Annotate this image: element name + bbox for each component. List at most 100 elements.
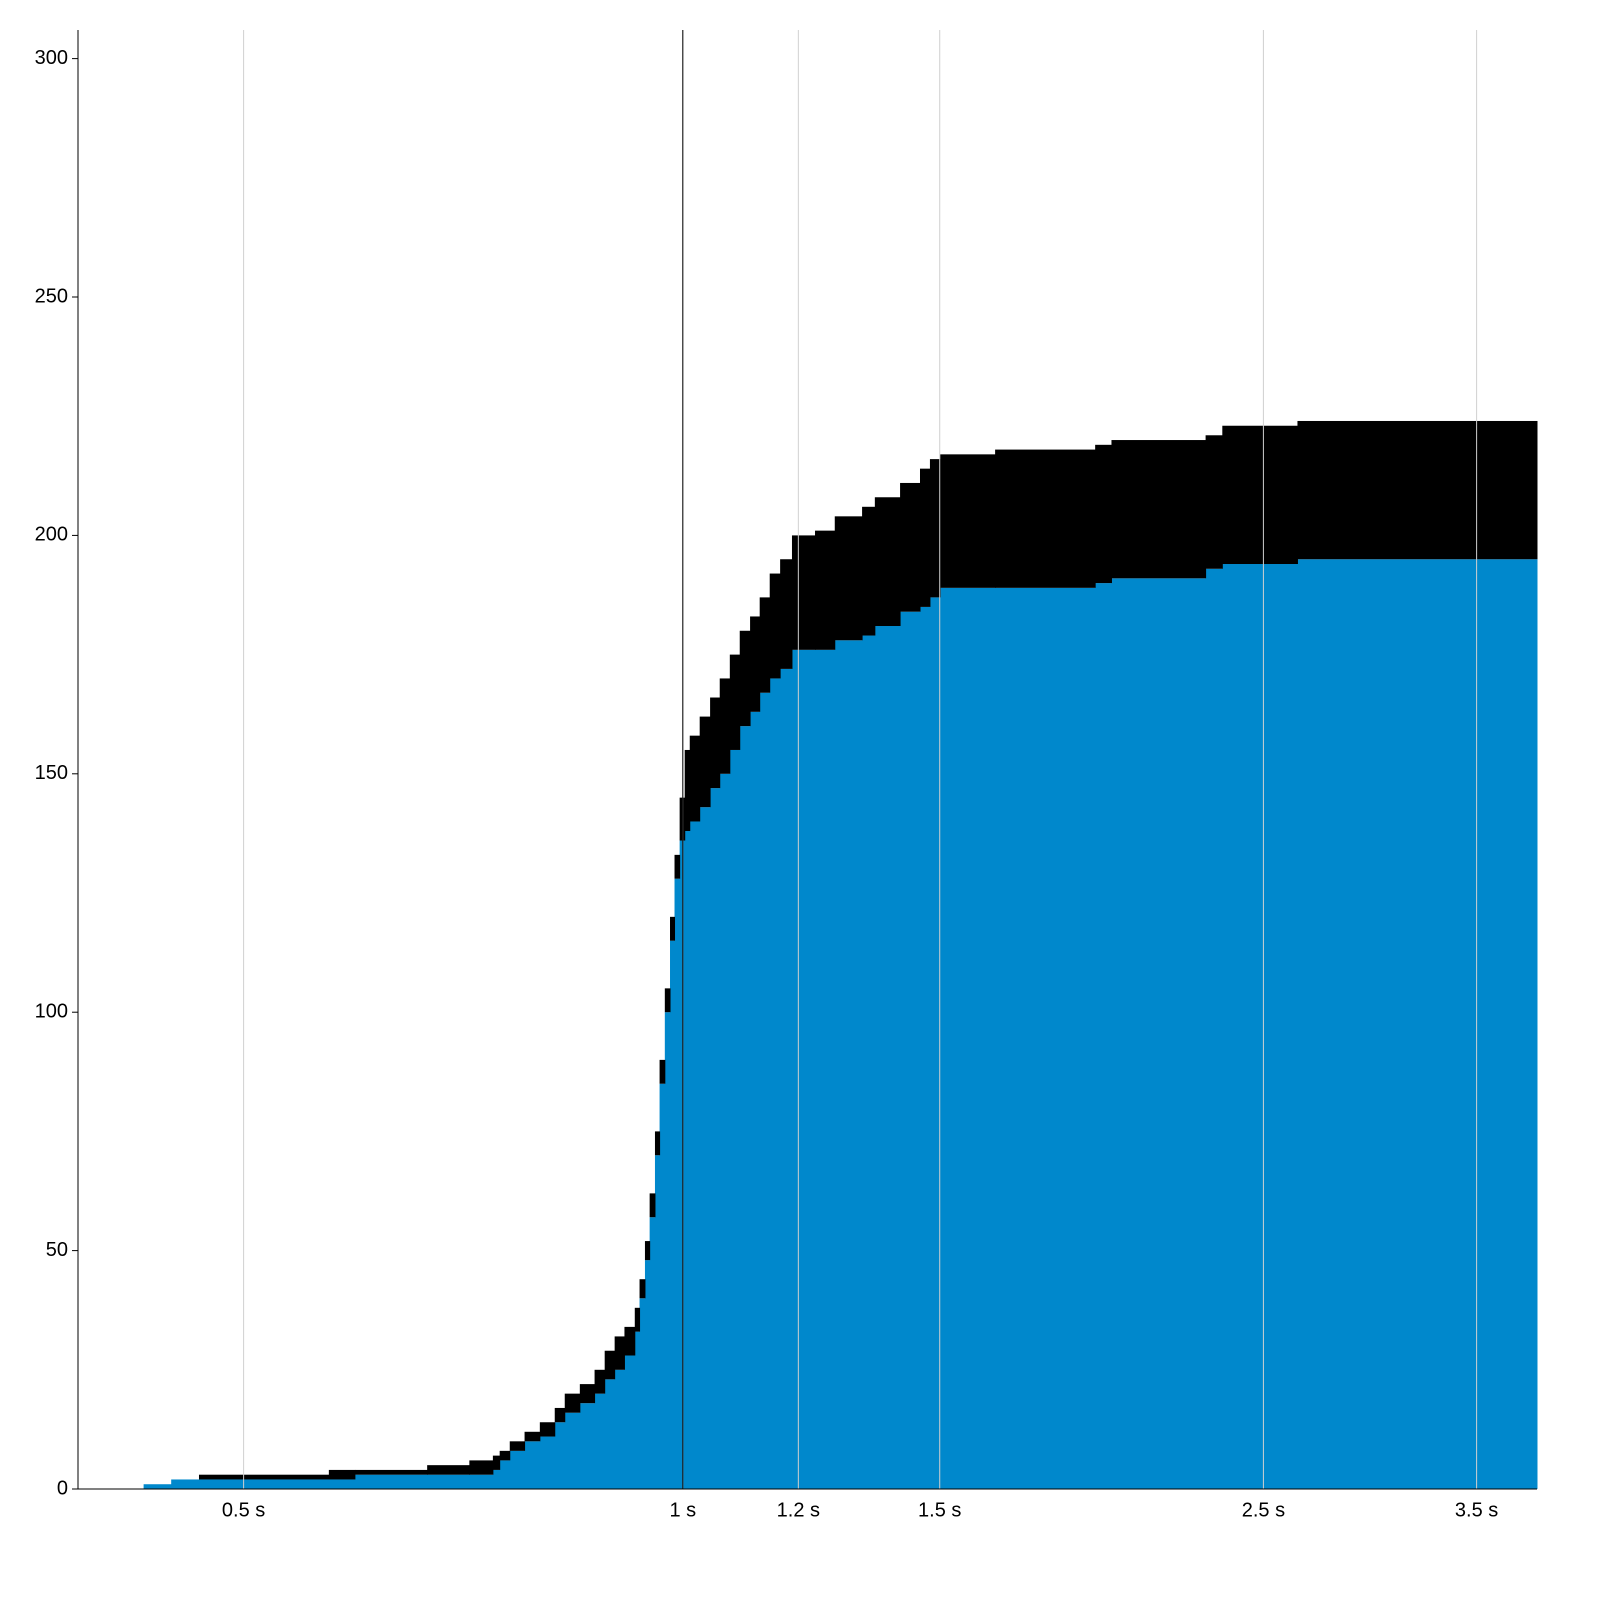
step-segment bbox=[834, 640, 863, 1489]
step-segment bbox=[564, 1393, 581, 1413]
step-segment bbox=[198, 1479, 330, 1489]
step-segment bbox=[929, 459, 941, 598]
y-tick-label: 0 bbox=[57, 1477, 68, 1499]
step-segment bbox=[791, 535, 816, 650]
step-segment bbox=[554, 1422, 566, 1489]
step-segment bbox=[719, 678, 731, 774]
step-segment bbox=[654, 1131, 661, 1156]
step-segment bbox=[674, 878, 681, 1489]
y-tick-label: 300 bbox=[35, 47, 68, 69]
step-segment bbox=[427, 1465, 470, 1475]
step-segment bbox=[710, 697, 721, 789]
step-segment bbox=[624, 1355, 636, 1489]
y-tick-label: 100 bbox=[35, 1000, 68, 1022]
step-segment bbox=[699, 807, 711, 1489]
step-segment bbox=[750, 711, 761, 1489]
step-segment bbox=[659, 1083, 666, 1489]
step-segment bbox=[750, 616, 761, 712]
step-segment bbox=[1297, 420, 1538, 560]
step-segment bbox=[739, 630, 751, 727]
step-segment bbox=[328, 1479, 356, 1489]
step-segment bbox=[634, 1331, 641, 1489]
step-segment bbox=[654, 1155, 661, 1489]
step-segment bbox=[699, 716, 711, 808]
step-segment bbox=[919, 606, 931, 1489]
step-segment bbox=[729, 749, 741, 1489]
step-segment bbox=[670, 940, 676, 1489]
step-segment bbox=[634, 1307, 641, 1332]
step-segment bbox=[639, 1279, 646, 1299]
step-segment bbox=[815, 649, 836, 1489]
step-segment bbox=[1095, 444, 1112, 584]
step-segment bbox=[649, 1193, 656, 1218]
step-segment bbox=[834, 516, 863, 641]
step-segment bbox=[499, 1460, 511, 1489]
y-tick-label: 50 bbox=[46, 1239, 68, 1261]
step-segment bbox=[524, 1431, 541, 1442]
step-segment bbox=[674, 854, 681, 879]
step-segment bbox=[644, 1241, 651, 1261]
step-segment bbox=[594, 1369, 606, 1394]
x-tick-label: 1.2 s bbox=[777, 1499, 820, 1521]
step-segment bbox=[940, 454, 996, 588]
x-tick-label: 0.5 s bbox=[222, 1499, 265, 1521]
step-segment bbox=[198, 1474, 330, 1480]
step-segment bbox=[1297, 559, 1538, 1489]
step-segment bbox=[1111, 578, 1207, 1489]
step-segment bbox=[929, 597, 941, 1489]
step-segment bbox=[554, 1407, 566, 1423]
step-segment bbox=[499, 1450, 511, 1461]
step-segment bbox=[684, 749, 691, 832]
step-segment bbox=[1111, 440, 1207, 579]
x-tick-label: 1 s bbox=[669, 1499, 696, 1521]
step-segment bbox=[492, 1455, 501, 1470]
step-segment bbox=[1222, 425, 1298, 565]
step-segment bbox=[509, 1441, 526, 1451]
step-segment bbox=[579, 1403, 596, 1489]
x-tick-label: 2.5 s bbox=[1242, 1499, 1285, 1521]
step-segment bbox=[354, 1469, 428, 1475]
step-segment bbox=[143, 1484, 172, 1489]
y-tick-label: 150 bbox=[35, 762, 68, 784]
step-segment bbox=[780, 559, 793, 669]
step-segment bbox=[469, 1474, 494, 1489]
step-segment bbox=[791, 649, 816, 1489]
step-segment bbox=[639, 1298, 646, 1489]
step-segment bbox=[874, 497, 901, 626]
step-segment bbox=[614, 1369, 625, 1489]
step-segment bbox=[604, 1379, 616, 1489]
step-segment bbox=[539, 1436, 556, 1489]
step-segment bbox=[1095, 583, 1112, 1489]
step-segment bbox=[1205, 568, 1223, 1489]
step-segment bbox=[539, 1422, 556, 1437]
step-segment bbox=[900, 611, 921, 1489]
step-segment bbox=[644, 1260, 651, 1489]
step-segment bbox=[492, 1469, 501, 1489]
step-segment bbox=[900, 482, 921, 612]
step-segment bbox=[995, 449, 1096, 588]
step-segment bbox=[509, 1450, 526, 1489]
step-segment bbox=[670, 916, 676, 941]
step-segment bbox=[739, 726, 751, 1489]
step-segment bbox=[689, 821, 701, 1489]
step-segment bbox=[427, 1474, 470, 1489]
step-segment bbox=[579, 1384, 596, 1404]
step-segment bbox=[919, 468, 931, 607]
step-segment bbox=[171, 1479, 200, 1489]
step-segment bbox=[769, 678, 781, 1489]
step-segment bbox=[689, 735, 701, 822]
x-tick-label: 1.5 s bbox=[918, 1499, 961, 1521]
step-segment bbox=[759, 597, 771, 693]
step-segment bbox=[469, 1460, 494, 1475]
step-segment bbox=[594, 1393, 606, 1489]
step-segment bbox=[940, 587, 996, 1489]
step-segment bbox=[684, 831, 691, 1489]
step-segment bbox=[649, 1217, 656, 1489]
y-tick-label: 250 bbox=[35, 285, 68, 307]
step-segment bbox=[874, 625, 901, 1489]
y-tick-label: 200 bbox=[35, 524, 68, 546]
step-segment bbox=[719, 773, 731, 1489]
x-tick-label: 3.5 s bbox=[1455, 1499, 1498, 1521]
step-segment bbox=[780, 668, 793, 1489]
